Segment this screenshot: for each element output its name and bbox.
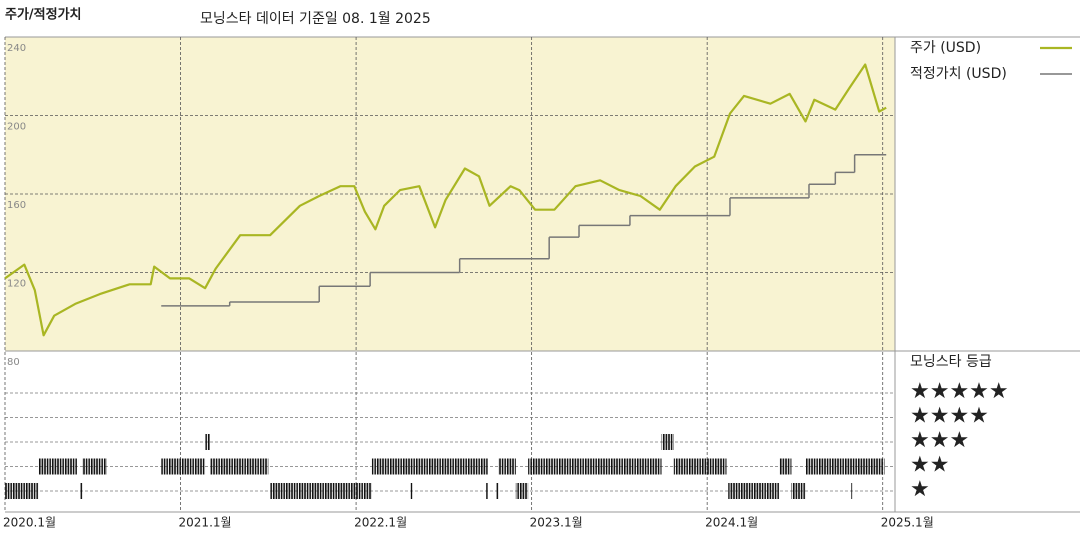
rating-bar (205, 434, 211, 450)
x-tick-label: 2025.1월 (881, 516, 934, 530)
y-tick-label: 80 (7, 357, 20, 368)
rating-bar (498, 458, 516, 475)
rating-bar (161, 458, 206, 475)
x-tick-label: 2020.1월 (3, 516, 56, 530)
rating-bar (851, 483, 853, 499)
rating-bar (728, 483, 780, 499)
x-tick-label: 2024.1월 (705, 516, 758, 530)
rating-bar (38, 458, 77, 475)
rating-stars: ★★★★★ (910, 379, 1009, 404)
rating-bar (5, 483, 39, 499)
price-line (4, 63, 887, 337)
rating-bar (485, 483, 488, 499)
y-tick-label: 240 (7, 43, 26, 54)
rating-bar (496, 483, 499, 499)
rating-bar (515, 483, 529, 499)
legend-label: 주가 (USD) (910, 40, 981, 56)
x-tick-label: 2023.1월 (530, 516, 583, 530)
y-tick-label: 120 (7, 279, 26, 290)
rating-bar (371, 458, 488, 475)
rating-bar (779, 458, 792, 475)
rating-bar (210, 458, 269, 475)
rating-bar (410, 483, 413, 499)
rating-bar (661, 434, 674, 450)
rating-bar (82, 458, 107, 475)
rating-bar (528, 458, 662, 475)
rating-bar (673, 458, 727, 475)
legend-label: 적정가치 (USD) (910, 66, 1007, 82)
chart-title: 주가/적정가치 (5, 7, 82, 23)
rating-bar (270, 483, 372, 499)
rating-stars: ★★★ (910, 428, 969, 453)
y-tick-label: 200 (7, 122, 26, 133)
rating-title: 모닝스타 등급 (910, 354, 992, 370)
rating-stars: ★★★★ (910, 404, 989, 429)
y-tick-label: 160 (7, 200, 26, 211)
x-tick-label: 2022.1월 (354, 516, 407, 530)
rating-bar (80, 483, 83, 499)
x-tick-label: 2021.1월 (179, 516, 232, 530)
rating-stars: ★★ (910, 453, 949, 478)
rating-bar (791, 483, 806, 499)
chart-subtitle: 모닝스타 데이터 기준일 08. 1월 2025 (200, 11, 431, 27)
rating-bar (805, 458, 885, 475)
rating-stars: ★ (910, 477, 930, 502)
